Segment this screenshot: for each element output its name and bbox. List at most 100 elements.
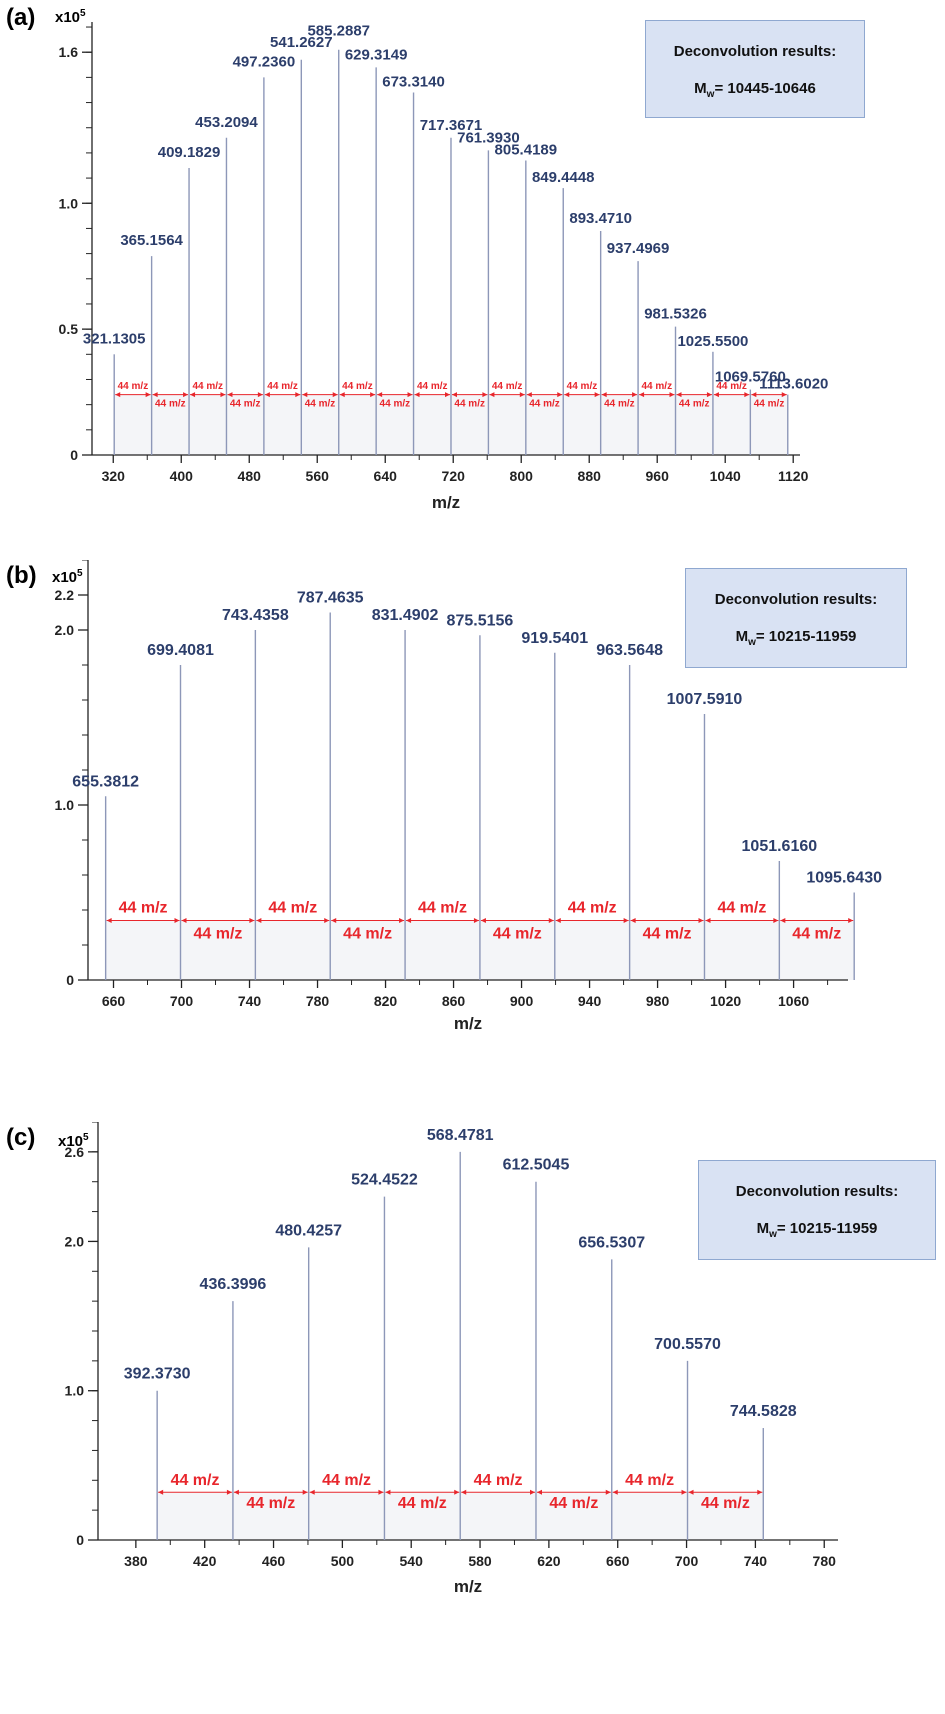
spacing-label: 44 m/z bbox=[454, 399, 485, 410]
spacing-label: 44 m/z bbox=[493, 926, 542, 943]
spacing-label: 44 m/z bbox=[380, 399, 411, 410]
y-tick-label: 1.0 bbox=[65, 1383, 85, 1399]
spacing-label: 44 m/z bbox=[171, 1472, 220, 1489]
deconvolution-title: Deconvolution results: bbox=[714, 591, 878, 608]
spacing-arrowhead bbox=[190, 392, 196, 398]
deconvolution-mw: Mw= 10445-10646 bbox=[646, 80, 864, 100]
x-tick-label: 480 bbox=[238, 468, 262, 484]
peak-label: 743.4358 bbox=[222, 607, 289, 624]
spacing-arrowhead bbox=[473, 918, 479, 923]
peak-label: 831.4902 bbox=[372, 607, 439, 624]
y-multiplier-exp: 5 bbox=[83, 1132, 89, 1143]
spacing-arrowhead bbox=[744, 392, 750, 398]
peak-label: 1069.5760 bbox=[715, 369, 786, 386]
peak-label: 981.5326 bbox=[644, 306, 707, 323]
y-multiplier: x105 bbox=[58, 1132, 89, 1150]
spacing-arrowhead bbox=[407, 392, 413, 398]
y-multiplier: x105 bbox=[55, 8, 86, 26]
spacing-arrowhead bbox=[158, 1489, 164, 1495]
x-tick-label: 660 bbox=[606, 1553, 630, 1569]
mw-symbol: M bbox=[756, 1220, 770, 1237]
peak-label: 612.5045 bbox=[503, 1157, 570, 1174]
spacing-arrowhead bbox=[529, 1489, 535, 1495]
x-tick-label: 800 bbox=[510, 468, 534, 484]
spacing-arrowhead bbox=[681, 1489, 687, 1495]
x-tick-label: 380 bbox=[124, 1553, 148, 1569]
spacing-label: 44 m/z bbox=[118, 381, 149, 392]
spacing-arrowhead bbox=[454, 1489, 460, 1495]
y-multiplier-base: x10 bbox=[52, 569, 78, 586]
mw-subscript: w bbox=[706, 89, 715, 100]
spacing-arrowhead bbox=[630, 918, 636, 923]
spacing-label: 44 m/z bbox=[342, 381, 373, 392]
peak-label: 1051.6160 bbox=[742, 838, 818, 855]
peak-label: 655.3812 bbox=[72, 773, 139, 790]
spacing-label: 44 m/z bbox=[643, 926, 692, 943]
spacing-arrowhead bbox=[526, 392, 532, 398]
spacing-arrowhead bbox=[632, 392, 638, 398]
chart-a-svg: 0 0.5 1.0 1.6 320 400 480 560 640 720 800 880 960 104… bbox=[59, 22, 828, 512]
x-tick-label: 940 bbox=[578, 993, 602, 1009]
x-tick-label: 860 bbox=[442, 993, 466, 1009]
peak-label: 541.2627 bbox=[270, 34, 333, 51]
spacing-label: 44 m/z bbox=[343, 926, 392, 943]
peak-label: 409.1829 bbox=[158, 144, 221, 161]
spacing-arrowhead bbox=[612, 1489, 618, 1495]
peak-label: 436.3996 bbox=[200, 1276, 267, 1293]
peak-label: 365.1564 bbox=[120, 232, 183, 249]
spacing-label: 44 m/z bbox=[417, 381, 448, 392]
deconvolution-mw: Mw= 10215-11959 bbox=[699, 1220, 935, 1240]
spacing-arrowhead bbox=[115, 392, 121, 398]
mw-value: = 10215-11959 bbox=[755, 628, 857, 645]
spacing-label: 44 m/z bbox=[474, 1472, 523, 1489]
y-multiplier: x105 bbox=[52, 568, 83, 586]
peak-label: 1025.5500 bbox=[677, 333, 748, 350]
spacing-label: 44 m/z bbox=[193, 926, 242, 943]
panel-a: (a) x105 Deconvolution results: Mw= 1044… bbox=[0, 0, 945, 560]
y-tick-label: 2.0 bbox=[65, 1233, 85, 1249]
mw-symbol: M bbox=[735, 628, 749, 645]
spacing-label: 44 m/z bbox=[568, 899, 617, 916]
x-tick-label: 580 bbox=[468, 1553, 492, 1569]
peak-label: 937.4969 bbox=[607, 240, 670, 257]
spacing-arrowhead bbox=[555, 918, 561, 923]
x-tick-label: 1120 bbox=[778, 468, 809, 484]
spacing-label: 44 m/z bbox=[246, 1495, 295, 1512]
x-tick-label: 980 bbox=[646, 993, 670, 1009]
peak-label: 524.4522 bbox=[351, 1172, 418, 1189]
x-tick-label: 540 bbox=[400, 1553, 424, 1569]
y-tick-label: 2.0 bbox=[55, 622, 75, 638]
spacing-arrowhead bbox=[152, 392, 158, 398]
spacing-label: 44 m/z bbox=[230, 399, 261, 410]
y-tick-label: 0 bbox=[70, 447, 78, 463]
panel-b: (b) x105 Deconvolution results: Mw= 1021… bbox=[0, 560, 945, 1122]
spacing-arrowhead bbox=[220, 392, 226, 398]
peak-label: 805.4189 bbox=[495, 141, 558, 158]
spacing-arrowhead bbox=[519, 392, 525, 398]
spacing-label: 44 m/z bbox=[305, 399, 336, 410]
spacing-label: 44 m/z bbox=[119, 899, 168, 916]
spacing-label: 44 m/z bbox=[322, 1472, 371, 1489]
spacing-arrowhead bbox=[848, 918, 854, 923]
peak-label: 480.4257 bbox=[275, 1222, 342, 1239]
deconvolution-box: Deconvolution results: Mw= 10445-10646 bbox=[645, 20, 865, 118]
x-axis-title: m/z bbox=[454, 1014, 482, 1033]
y-tick-label: 1.0 bbox=[55, 797, 75, 813]
x-tick-label: 780 bbox=[813, 1553, 837, 1569]
spacing-label: 44 m/z bbox=[549, 1495, 598, 1512]
spacing-arrowhead bbox=[302, 392, 308, 398]
spacing-arrowhead bbox=[414, 392, 420, 398]
spacing-label: 44 m/z bbox=[398, 1495, 447, 1512]
x-tick-label: 960 bbox=[646, 468, 670, 484]
spacing-arrowhead bbox=[605, 1489, 611, 1495]
spacing-label: 44 m/z bbox=[267, 381, 298, 392]
y-tick-label: 2.6 bbox=[65, 1144, 85, 1160]
peak-label: 875.5156 bbox=[447, 612, 514, 629]
x-tick-label: 620 bbox=[537, 1553, 561, 1569]
y-tick-label: 1.0 bbox=[59, 195, 79, 211]
peak-label: 568.4781 bbox=[427, 1127, 494, 1144]
mw-symbol: M bbox=[694, 80, 707, 97]
spacing-label: 44 m/z bbox=[642, 381, 673, 392]
spacing-arrowhead bbox=[406, 918, 412, 923]
spacing-arrowhead bbox=[757, 1489, 763, 1495]
